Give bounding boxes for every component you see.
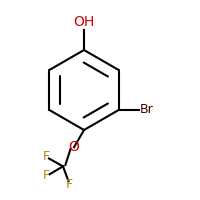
Text: F: F <box>43 169 50 182</box>
Text: OH: OH <box>73 15 95 29</box>
Text: F: F <box>66 178 73 191</box>
Text: O: O <box>69 140 79 154</box>
Text: Br: Br <box>140 103 153 116</box>
Text: F: F <box>43 150 50 163</box>
